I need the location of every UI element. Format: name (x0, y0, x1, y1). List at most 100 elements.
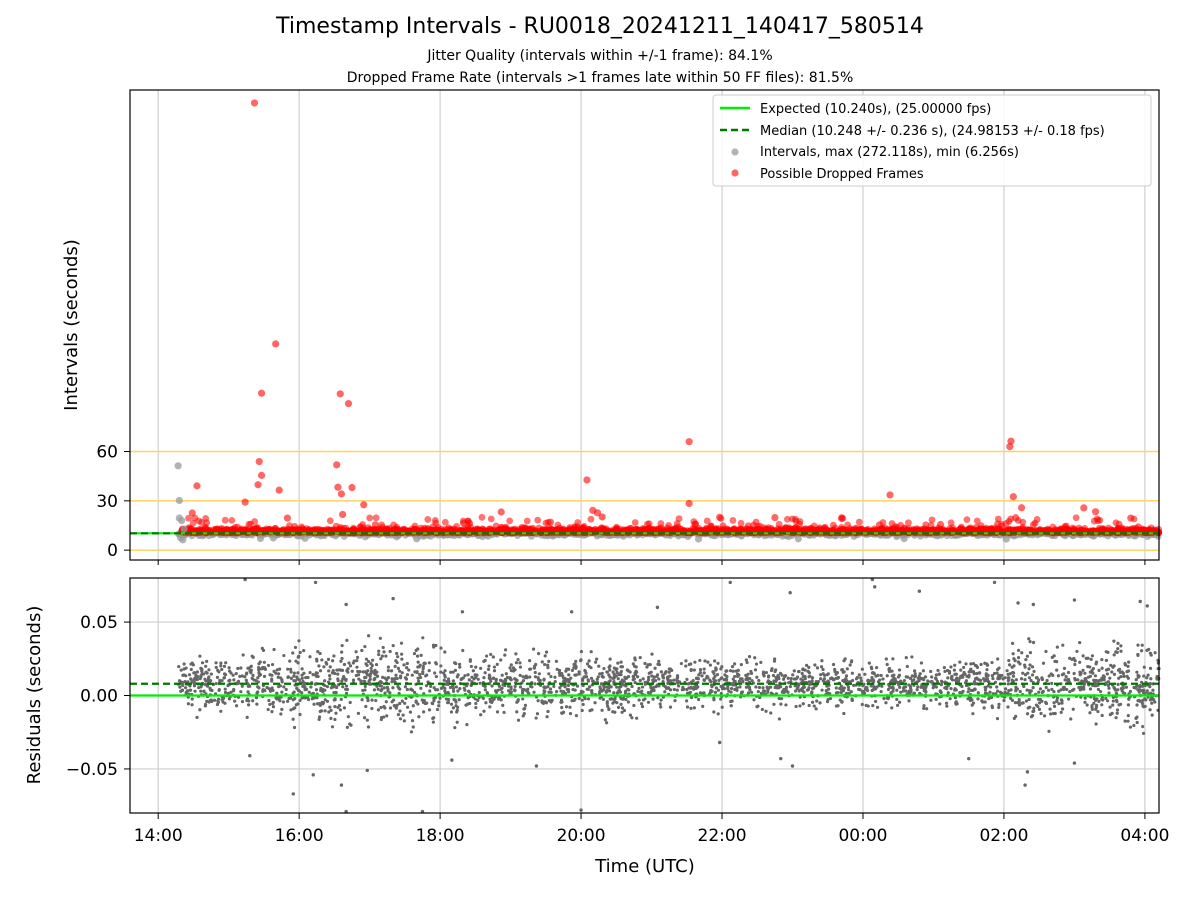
residual-point (948, 697, 952, 701)
dropped-frame-outlier-point (1012, 514, 1020, 522)
residual-point (639, 702, 644, 706)
residual-point (825, 700, 830, 704)
dropped-frame-point (579, 524, 587, 532)
dropped-frame-point (453, 523, 460, 530)
residual-point (772, 702, 776, 706)
residual-point (646, 691, 650, 695)
residual-point (584, 671, 588, 675)
bottom-xtick-label-6: 02:00 (979, 826, 1028, 846)
residual-point (297, 654, 301, 658)
residual-point (702, 671, 706, 675)
dropped-frame-point (432, 519, 440, 527)
bottom-xtick-label-0: 14:00 (134, 826, 183, 846)
residual-point (640, 705, 645, 709)
chart-subtitle-jitter: Jitter Quality (intervals within +/-1 fr… (427, 48, 773, 64)
residual-point (391, 686, 395, 690)
residual-point (1110, 670, 1114, 674)
dropped-frame-outlier-point (771, 514, 779, 522)
dropped-frame-point (326, 517, 334, 525)
residual-point (601, 697, 605, 701)
residual-point (270, 710, 274, 714)
residual-point (684, 659, 688, 663)
residual-point (574, 714, 579, 718)
residual-point (537, 651, 541, 656)
dropped-frame-outlier-point (875, 521, 884, 529)
dropped-frame-point (291, 522, 299, 530)
dropped-frame-point (1049, 523, 1057, 531)
residual-point (483, 671, 487, 675)
dropped-frame-point (203, 519, 211, 527)
residual-point (794, 704, 798, 709)
dropped-frame-outlier-point (371, 521, 380, 529)
residual-point (270, 673, 274, 677)
residual-point (907, 699, 911, 703)
residual-point (177, 664, 181, 669)
residual-point (391, 643, 395, 648)
dropped-frame-point (810, 522, 818, 530)
residual-point (372, 688, 377, 692)
residual-point (313, 682, 317, 686)
dropped-frame-point (1114, 524, 1122, 532)
residual-point (1046, 688, 1051, 692)
residual-point (549, 674, 553, 679)
residual-point (330, 659, 335, 663)
residual-point (810, 676, 815, 680)
residual-point (1148, 666, 1153, 670)
residual-point (793, 689, 798, 693)
dropped-frame-outlier-point (1017, 504, 1026, 512)
residual-point (601, 675, 605, 679)
residual-point (831, 662, 836, 667)
residual-point (815, 699, 819, 703)
residual-point (178, 685, 182, 689)
residual-point (762, 674, 766, 678)
residual-point (504, 672, 508, 676)
residual-point (452, 697, 456, 702)
residual-point (405, 661, 409, 666)
residual-point (443, 669, 447, 673)
dropped-frame-outlier-point (886, 491, 894, 499)
residual-point (712, 710, 716, 714)
dropped-frame-outlier-point (1080, 504, 1088, 512)
interval-outlier-point (1002, 535, 1010, 543)
residual-point (1085, 703, 1089, 707)
residual-point (207, 675, 211, 679)
residual-point (608, 657, 612, 661)
dropped-frame-point (1019, 518, 1027, 526)
dropped-frame-point (356, 523, 364, 531)
residual-point (1086, 664, 1090, 669)
dropped-frame-outlier-point (257, 471, 266, 479)
residual-point (376, 708, 381, 712)
residual-point (991, 676, 995, 681)
dropped-frame-point (228, 516, 236, 524)
residual-point (507, 689, 511, 693)
residual-point (923, 675, 928, 679)
dropped-frame-outlier-point (336, 390, 344, 398)
residual-point (308, 655, 312, 659)
residual-point (291, 651, 295, 655)
residual-point (499, 658, 503, 662)
residual-point (579, 650, 584, 654)
dropped-frame-point (855, 518, 863, 526)
dropped-frame-point (534, 516, 542, 524)
residual-point (922, 706, 926, 711)
residual-point (474, 705, 478, 710)
residual-point (916, 685, 920, 689)
dropped-frame-point (775, 520, 783, 528)
dropped-frame-point (946, 525, 954, 532)
residual-point (190, 703, 194, 707)
residual-point (725, 669, 729, 673)
residual-point (370, 698, 374, 702)
interval-outlier-point (180, 525, 188, 533)
dropped-frame-point (478, 513, 486, 521)
residual-point (540, 660, 544, 664)
residual-point (1153, 651, 1157, 655)
bottom-ytick-label-1: 0.00 (80, 687, 118, 707)
residual-point (396, 655, 400, 659)
dropped-frame-point (587, 515, 595, 523)
dropped-frame-point (1062, 522, 1070, 530)
residual-point (296, 671, 300, 675)
residual-point (942, 666, 946, 670)
dropped-frame-point (631, 519, 639, 526)
residual-point (360, 648, 364, 653)
dropped-frame-outlier-point (497, 508, 505, 516)
